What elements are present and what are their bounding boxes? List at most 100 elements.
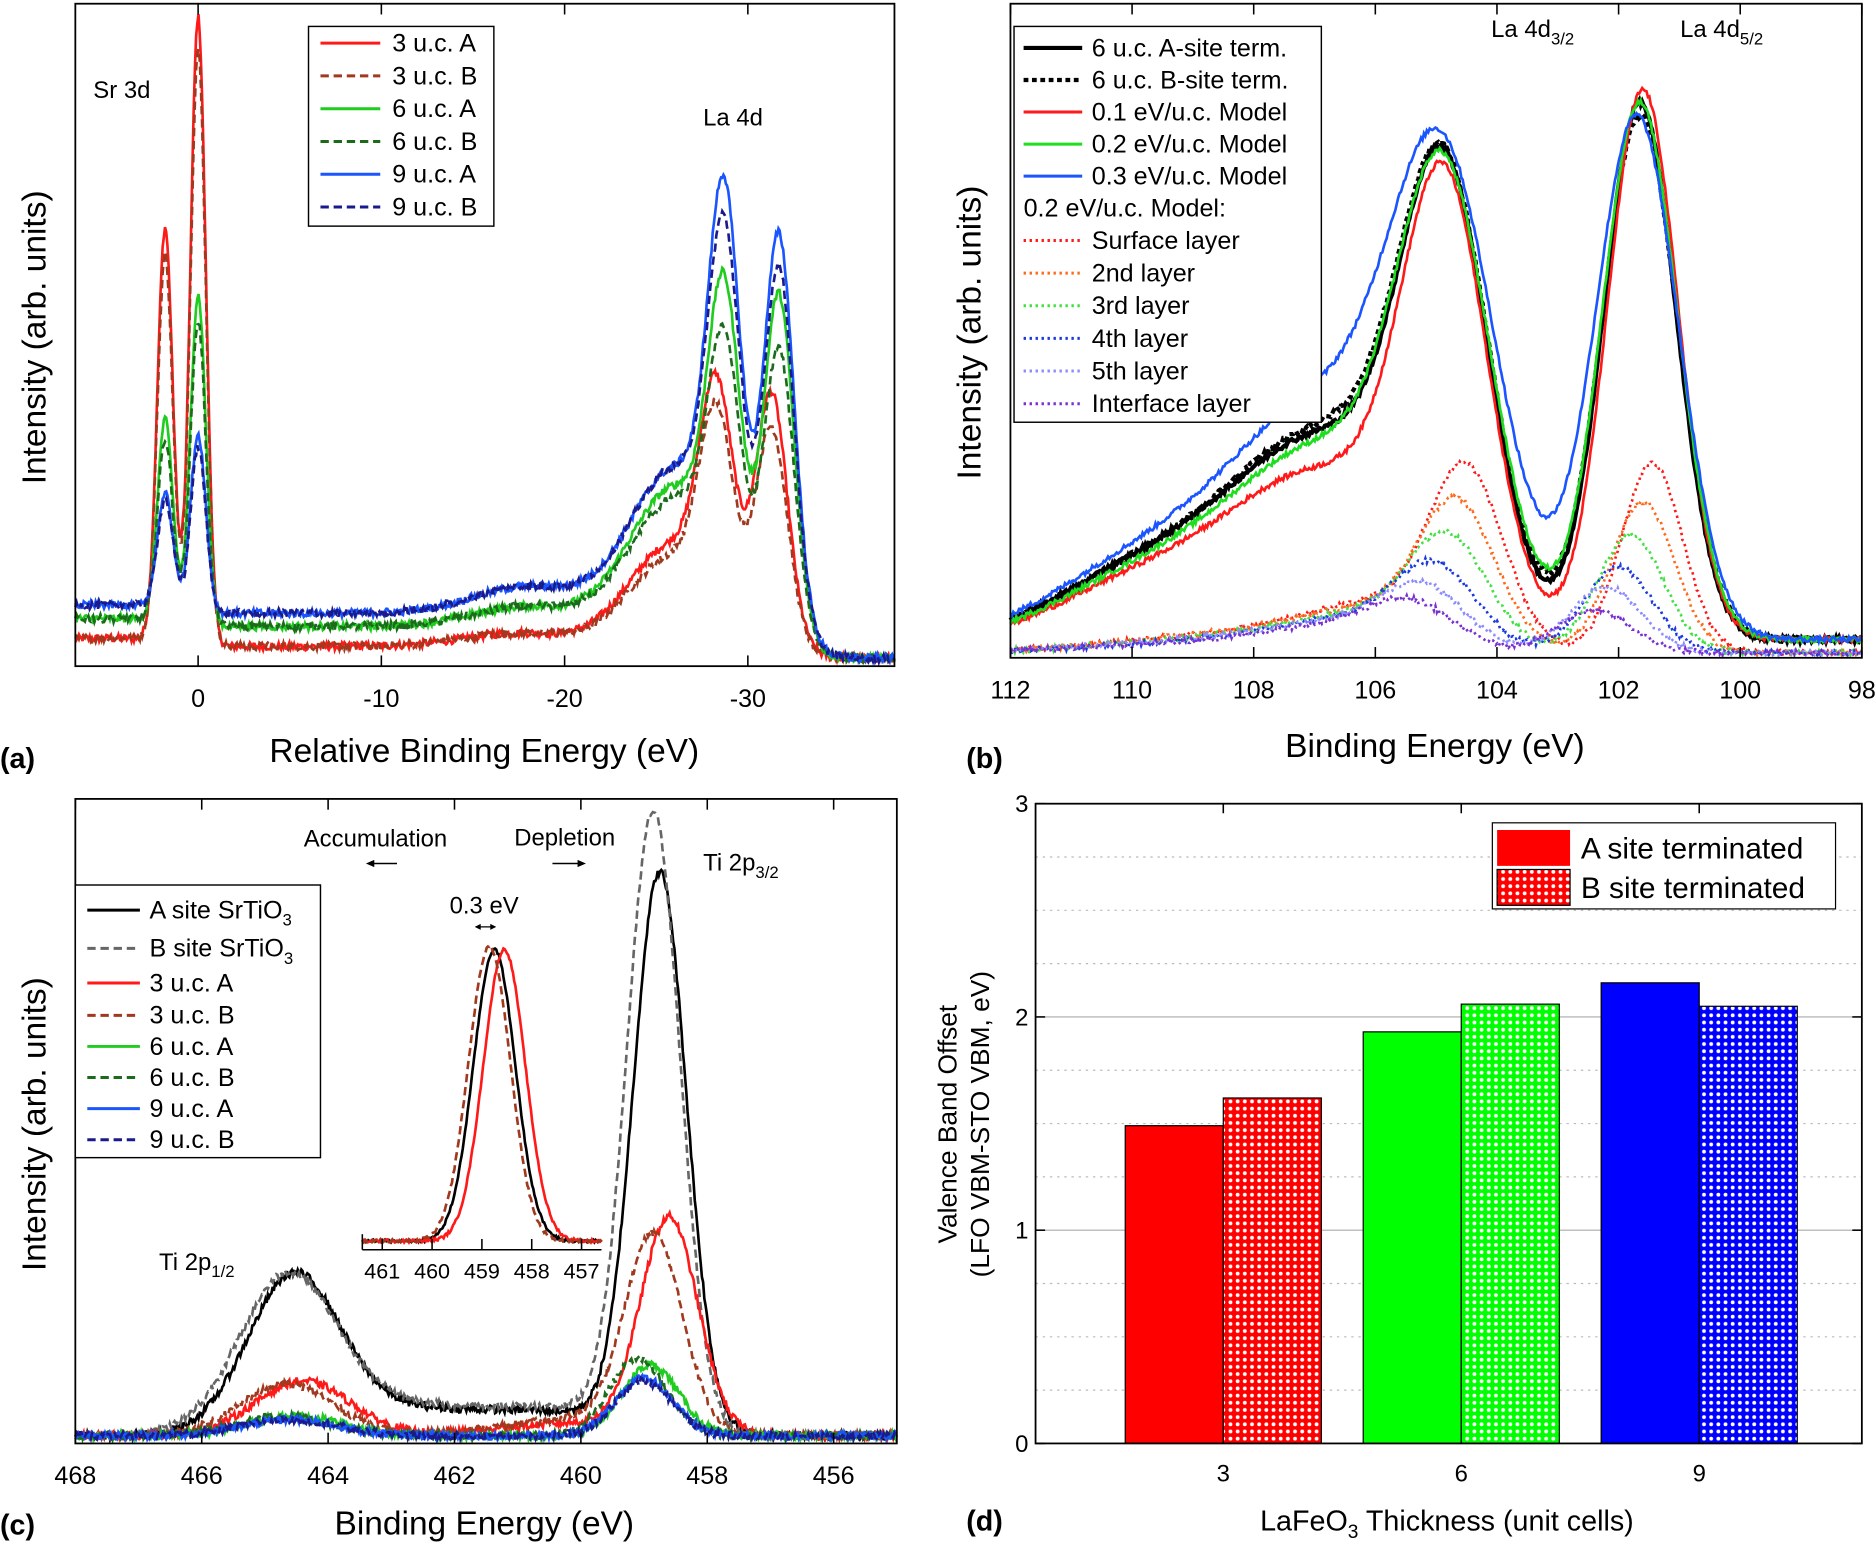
panel-c-inset: 461 460 459 458 457 0.3 eV	[361, 890, 603, 1283]
legend-label: 0.3 eV/u.c. Model	[1092, 163, 1287, 191]
panel-d-legend: A site terminated B site terminated	[1491, 822, 1837, 910]
bar-6-a-site-terminated	[1362, 1031, 1462, 1445]
panel-d-y-label-line1: Valence Band Offset	[933, 1004, 963, 1243]
y-tick-label: 1	[1015, 1218, 1028, 1245]
legend-frame	[307, 25, 495, 227]
panel-a-legend: 3 u.c. A 3 u.c. B 6 u.c. A 6 u.c. B 9 u.c. A…	[307, 25, 495, 227]
panel-label-d: (d)	[966, 1506, 1003, 1538]
ti2p32-annotation: Ti 2p3/2	[703, 850, 779, 882]
shift-arrows-icon	[474, 923, 497, 930]
depletion-annotation: Depletion	[514, 825, 615, 852]
bar-3-b-site-terminated	[1222, 1097, 1322, 1445]
panel-c: 468 466 464 462 460 458 456 Accumulation Deple…	[0, 798, 899, 1542]
x-tick-label: 457	[564, 1259, 600, 1283]
panel-b-x-label: Binding Energy (eV)	[1285, 728, 1585, 765]
legend-label-sub: 3	[284, 949, 293, 968]
panel-c-x-ticks: 468 466 464 462 460 458 456	[54, 798, 855, 1490]
la4d52-annotation: La 4d5/2	[1680, 16, 1763, 48]
x-tick-label: 112	[990, 676, 1030, 704]
panel-label-c: (c)	[0, 1509, 35, 1541]
x-tick-label: 464	[307, 1462, 349, 1490]
legend-swatch-b-site-terminated	[1496, 868, 1571, 906]
x-tick-label: 102	[1598, 676, 1640, 704]
panel-a-y-label: Intensity (arb. units)	[16, 190, 53, 484]
x-tick-label: 100	[1719, 676, 1761, 704]
series-line-0-1-ev-u-c-model	[1009, 85, 1864, 647]
x-tick-label: 458	[686, 1462, 728, 1490]
bar-9-b-site-terminated	[1698, 1005, 1798, 1445]
ti2p12-base: Ti 2p	[159, 1249, 211, 1276]
ti2p32-sub: 3/2	[755, 863, 778, 882]
accumulation-arrow-icon	[365, 859, 398, 868]
legend-label: 0.1 eV/u.c. Model	[1092, 98, 1287, 126]
legend-label: 4th layer	[1092, 325, 1188, 353]
ti2p32-base: Ti 2p	[703, 850, 755, 877]
legend-label: 3 u.c. B	[149, 1002, 234, 1030]
legend-label: 5th layer	[1092, 357, 1188, 385]
series-line-inset-3-u-c-a	[361, 946, 603, 1245]
series-line-surface-layer	[1009, 458, 1863, 659]
x-tick-label: 110	[1112, 676, 1152, 704]
legend-label: Surface layer	[1092, 227, 1240, 255]
x-label-rest: Thickness (unit cells)	[1358, 1506, 1633, 1538]
panel-b-frame	[1009, 2, 1863, 659]
series-line-inset-3-u-c-b	[361, 942, 603, 1245]
series-line-3rd-layer	[1009, 527, 1863, 659]
panel-label-a: (a)	[0, 743, 35, 775]
series-line-9-u-c-a	[74, 171, 895, 667]
panel-d-bars	[1124, 982, 1798, 1445]
bar-9-a-site-terminated	[1600, 982, 1700, 1445]
series-line-0-3-ev-u-c-model	[1009, 110, 1864, 647]
x-tick-label: -30	[730, 685, 766, 713]
panel-a-x-ticks: 0 -10 -20 -30	[191, 3, 766, 713]
legend-label: 9 u.c. A	[149, 1095, 233, 1123]
legend-label: 6 u.c. A-site term.	[1092, 34, 1287, 62]
series-line-6-u-c-a	[74, 265, 896, 664]
legend-swatch-a-site-terminated	[1497, 829, 1571, 866]
x-tick-label: 456	[813, 1462, 855, 1490]
legend-label: 6 u.c. A	[149, 1033, 233, 1061]
x-tick-label: 461	[364, 1259, 400, 1283]
panel-d-ticks: 0 1 2 3 3 6 9	[1015, 791, 1862, 1488]
la4d32-annotation: La 4d3/2	[1491, 16, 1574, 48]
x-tick-label: 460	[414, 1259, 450, 1283]
legend-label: 9 u.c. A	[392, 161, 476, 189]
series-line-0-2-ev-u-c-model	[1009, 96, 1863, 646]
panel-a-frame	[74, 2, 896, 668]
x-label-base: LaFeO	[1260, 1506, 1348, 1538]
panel-label-b: (b)	[966, 743, 1003, 775]
x-tick-label: 6	[1455, 1461, 1468, 1488]
x-tick-label: 104	[1476, 676, 1518, 704]
panel-b-legend: 6 u.c. A-site term. 6 u.c. B-site term. 0.…	[1013, 25, 1323, 423]
legend-label: 6 u.c. A	[392, 95, 476, 123]
x-tick-label: 3	[1217, 1461, 1230, 1488]
panel-d-y-label-line2: (LFO VBM-STO VBM, eV)	[965, 971, 995, 1277]
panel-b-y-label: Intensity (arb. units)	[952, 186, 989, 480]
x-tick-label: 468	[54, 1462, 96, 1490]
x-tick-label: -20	[546, 685, 582, 713]
inset-x-ticks: 461 460 459 458 457	[364, 1238, 600, 1283]
x-tick-label: 459	[464, 1259, 500, 1283]
bar-3-a-site-terminated	[1124, 1125, 1224, 1445]
series-line-interface-layer	[1010, 591, 1863, 660]
depletion-arrow-icon	[552, 859, 586, 868]
panel-a-curves	[74, 14, 896, 667]
legend-label: B site SrTiO3	[149, 935, 293, 968]
panel-b: 112 110 108 106 104 102 100 98 La 4d3/2 La 4d5/…	[952, 2, 1875, 775]
x-tick-label: 462	[434, 1462, 476, 1490]
legend-frame	[74, 884, 322, 1159]
x-tick-label: 466	[181, 1462, 223, 1490]
panel-b-curves	[1008, 85, 1864, 660]
x-tick-label: 106	[1354, 676, 1396, 704]
y-tick-label: 3	[1015, 791, 1028, 818]
legend-label: 3 u.c. A	[392, 30, 476, 58]
legend-label: 3 u.c. A	[149, 969, 233, 997]
accumulation-annotation: Accumulation	[304, 826, 448, 853]
series-line-6-u-c-b	[74, 321, 896, 666]
la4d52-base: La 4d	[1680, 16, 1740, 43]
series-line-2nd-layer	[1010, 492, 1863, 660]
panel-c-y-label: Intensity (arb. units)	[16, 977, 53, 1271]
legend-label: 6 u.c. B-site term.	[1092, 66, 1289, 94]
x-tick-label: 460	[560, 1462, 602, 1490]
legend-label: A site SrTiO3	[149, 896, 291, 929]
